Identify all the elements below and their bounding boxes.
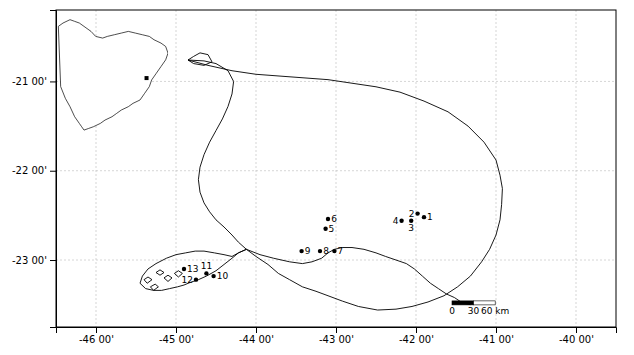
point-label: 5 [329, 224, 335, 234]
outline [140, 249, 246, 290]
tick: -22 00' [12, 165, 56, 176]
scale-bar-label: 0 [449, 306, 455, 316]
roost-point [318, 249, 322, 253]
point-label: 1 [427, 212, 433, 222]
point-labels: 12345678910111213 [182, 209, 433, 285]
tick: -23 00' [12, 255, 56, 266]
tick-mark [176, 327, 177, 333]
tick-mark [416, 327, 417, 333]
scale-bar-label: 30 [468, 306, 480, 316]
outline [164, 275, 172, 281]
roost-point [204, 271, 208, 275]
tick-label: -23 00' [12, 255, 47, 266]
point-label: 4 [393, 216, 399, 226]
tick-label: -45 00' [159, 334, 194, 345]
point-label: 10 [217, 271, 229, 281]
tick: -46 00' [79, 327, 114, 345]
grid-line [56, 170, 616, 171]
inset-map [58, 20, 168, 130]
point-label: 3 [408, 223, 414, 233]
grid-line [336, 10, 337, 327]
point-label: 2 [409, 209, 415, 219]
grid-line [576, 10, 577, 327]
grid-line [56, 260, 616, 261]
axis-line [57, 328, 617, 334]
plot-frame [56, 10, 616, 327]
x-axis: -46 00' -45 00' -44 00' -43 00' -42 00' -41 0… [57, 327, 617, 345]
tick: -41 00' [479, 327, 514, 345]
scale-bar-segment [474, 301, 496, 305]
tick: -40 00' [559, 327, 594, 345]
roost-point [332, 249, 336, 253]
roost-point [323, 227, 327, 231]
point-label: 12 [182, 275, 193, 285]
point-label: 6 [331, 214, 337, 224]
roost-point [194, 277, 198, 281]
tick-mark [50, 171, 56, 172]
tick-mark [336, 327, 337, 333]
scale-bar-segment [452, 301, 474, 305]
tick: -43 00' [319, 327, 354, 345]
outline [144, 277, 152, 283]
tick-mark [96, 327, 97, 333]
tick-mark [256, 327, 257, 333]
outline [188, 53, 212, 66]
tick-mark [496, 327, 497, 333]
outline [188, 60, 502, 310]
roost-point [415, 211, 419, 215]
y-axis: -21 00' -22 00' -23 00' [12, 11, 57, 328]
scale-bar: 0 3060 km [449, 301, 509, 316]
tick: -44 00' [239, 327, 274, 345]
roost-point [299, 249, 303, 253]
roost-point [399, 219, 403, 223]
plot: -46 00' -45 00' -44 00' -43 00' -42 00' -41 0… [12, 10, 617, 345]
tick: -45 00' [159, 327, 194, 345]
tick-label: -43 00' [319, 334, 354, 345]
tick-mark [50, 81, 56, 82]
roost-point [211, 274, 215, 278]
tick-mark [50, 260, 56, 261]
tick-label: -46 00' [79, 334, 114, 345]
data-layer [140, 53, 502, 310]
tick-mark [576, 327, 577, 333]
tick-label: -44 00' [239, 334, 274, 345]
tick-label: -22 00' [12, 165, 47, 176]
tick-label: -42 00' [399, 334, 434, 345]
grid-line [176, 10, 177, 327]
grid-line [416, 10, 417, 327]
grid [56, 10, 616, 327]
location-marker [145, 76, 149, 80]
roost-point [422, 215, 426, 219]
grid-line [256, 10, 257, 327]
scale-bar-label: 60 km [481, 306, 509, 316]
tick-label: -21 00' [12, 76, 47, 87]
roost-point [326, 217, 330, 221]
point-label: 13 [187, 264, 198, 274]
chart: -46 00' -45 00' -44 00' -43 00' -42 00' -41 0… [0, 0, 634, 355]
point-label: 8 [323, 246, 329, 256]
tick-label: -41 00' [479, 334, 514, 345]
tick-label: -40 00' [559, 334, 594, 345]
continent-outline [58, 20, 168, 130]
point-label: 9 [305, 246, 311, 256]
outline [156, 270, 164, 275]
point-label: 11 [201, 261, 212, 271]
tick: -42 00' [399, 327, 434, 345]
outline [246, 248, 470, 305]
grid-line [496, 10, 497, 327]
point-label: 7 [337, 246, 343, 256]
inset-layer [58, 20, 168, 130]
outline [150, 284, 158, 290]
tick: -21 00' [12, 76, 56, 87]
roost-point [182, 267, 186, 271]
